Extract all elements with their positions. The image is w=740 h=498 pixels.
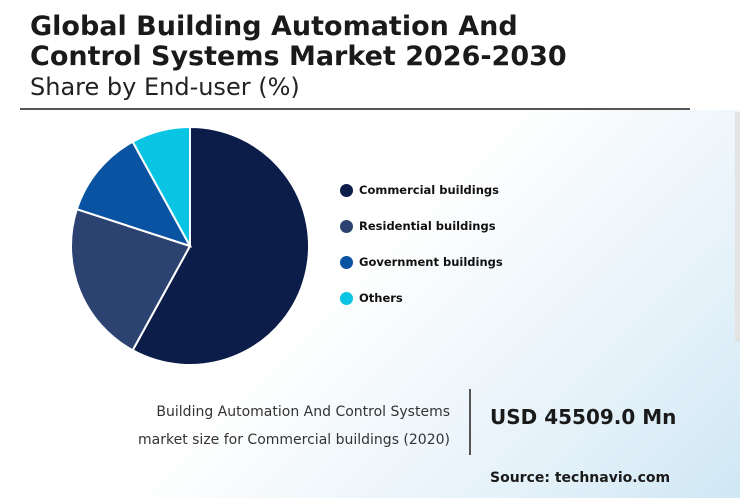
- title-line-2: Control Systems Market 2026-2030: [30, 41, 567, 72]
- legend-swatch: [340, 219, 353, 233]
- kpi-value: USD 45509.0 Mn: [490, 405, 677, 429]
- pie-slice-commercial-buildings: [131, 125, 310, 366]
- kpi-label-line-1: Building Automation And Control Systems: [156, 404, 450, 420]
- edge-strip: [735, 112, 740, 342]
- legend-item-government: Government buildings: [340, 244, 503, 280]
- chart-subtitle: Share by End-user (%): [30, 73, 300, 101]
- pie-chart: [70, 125, 310, 366]
- kpi-label-line-2: market size for Commercial buildings (20…: [138, 432, 450, 448]
- legend-item-commercial: Commercial buildings: [340, 172, 503, 208]
- pie-slice-residential-buildings: [70, 207, 192, 352]
- legend-label: Residential buildings: [359, 219, 496, 233]
- pie-slice-government-buildings: [75, 140, 193, 248]
- kpi-label: Building Automation And Control Systems …: [70, 398, 450, 454]
- title-line-1: Global Building Automation And: [30, 11, 518, 42]
- legend-item-others: Others: [340, 280, 503, 316]
- legend-label: Government buildings: [359, 255, 503, 269]
- legend-swatch: [340, 255, 353, 269]
- pie-slice-others: [131, 125, 191, 247]
- legend-label: Commercial buildings: [359, 183, 499, 197]
- legend-swatch: [340, 183, 353, 197]
- legend-label: Others: [359, 291, 403, 305]
- legend-swatch: [340, 291, 353, 305]
- chart-title: Global Building Automation And Control S…: [30, 12, 710, 72]
- kpi-separator: [469, 389, 471, 455]
- source-link[interactable]: Source: technavio.com: [490, 470, 671, 486]
- title-divider: [20, 108, 690, 110]
- legend: Commercial buildings Residential buildin…: [340, 172, 503, 316]
- legend-item-residential: Residential buildings: [340, 208, 503, 244]
